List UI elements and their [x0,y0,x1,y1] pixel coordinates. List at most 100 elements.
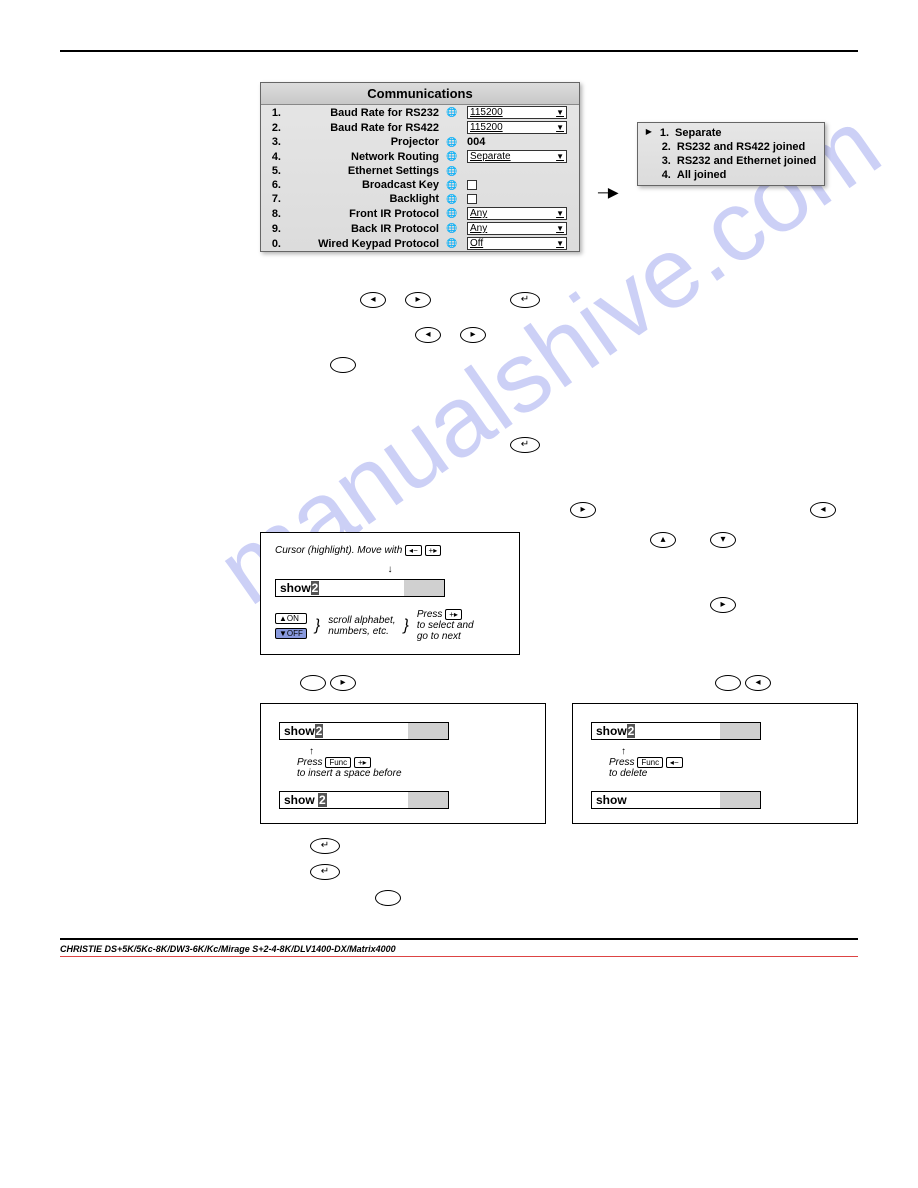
menu-row-number: 3. [267,136,281,148]
top-rule [60,50,858,52]
right-arrow-icon[interactable]: ▸ [405,292,431,308]
left-arrow-icon[interactable]: ◂ [360,292,386,308]
menu-row-number: 9. [267,223,281,235]
enter-icon[interactable]: ↵ [510,437,540,453]
edit-text-field-result: show [591,791,761,809]
submenu-item[interactable]: 2.RS232 and RS422 joined [646,140,817,154]
minus-left-key-icon: ◂− [405,545,422,556]
menu-row-number: 4. [267,151,281,163]
globe-icon: 🌐 [445,166,459,177]
press-label: Press [297,757,323,768]
menu-row-label: Front IR Protocol [285,208,441,220]
right-arrow-icon[interactable]: ▸ [710,597,736,613]
globe-icon: 🌐 [445,180,459,191]
plus-right-key-icon: +▸ [445,609,462,620]
menu-row-value[interactable]: Separate▼ [463,150,573,163]
cursor-edit-diagram: Cursor (highlight). Move with ◂− +▸ ↓ sh… [260,532,520,655]
menu-row-value[interactable]: Any▼ [463,207,573,220]
globe-icon: 🌐 [445,137,459,148]
on-key-icon: ▲ON [275,613,307,624]
globe-icon: 🌐 [445,151,459,162]
edit-text-field[interactable]: show2 [591,722,761,740]
globe-icon: 🌐 [445,107,459,118]
menu-row-label: Baud Rate for RS232 [285,107,441,119]
left-arrow-icon[interactable]: ◂ [415,327,441,343]
enter-icon[interactable]: ↵ [310,838,340,854]
menu-row[interactable]: 7. Backlight 🌐 [261,192,579,206]
right-arrow-icon[interactable]: ▸ [570,502,596,518]
menu-row[interactable]: 8. Front IR Protocol 🌐 Any▼ [261,206,579,221]
menu-row[interactable]: 9. Back IR Protocol 🌐 Any▼ [261,221,579,236]
menu-row[interactable]: 6. Broadcast Key 🌐 [261,178,579,192]
off-key-icon: ▼OFF [275,628,307,639]
menu-row-value[interactable] [463,193,573,205]
enter-icon[interactable]: ↵ [310,864,340,880]
right-arrow-icon[interactable]: ▸ [460,327,486,343]
menu-row-value[interactable]: 115200▼ [463,121,573,134]
globe-icon: 🌐 [445,208,459,219]
menu-row-value[interactable]: Any▼ [463,222,573,235]
network-routing-submenu: 1.Separate2.RS232 and RS422 joined3.RS23… [637,122,826,186]
submenu-item[interactable]: 4.All joined [646,168,817,182]
menu-row-value[interactable]: 115200▼ [463,106,573,119]
blank-button[interactable] [375,890,401,906]
enter-icon[interactable]: ↵ [510,292,540,308]
menu-row-number: 6. [267,179,281,191]
menu-row-value[interactable]: Off▼ [463,237,573,250]
left-arrow-icon[interactable]: ◂ [810,502,836,518]
blank-button[interactable] [715,675,741,691]
communications-title: Communications [261,83,579,105]
submenu-arrow-icon: ─▶ [598,184,619,201]
insert-note: to insert a space before [297,768,402,779]
globe-icon: 🌐 [445,223,459,234]
menu-row-value[interactable]: 004 [463,136,573,148]
plus-right-key-icon: +▸ [354,757,371,768]
up-arrow-icon[interactable]: ▴ [650,532,676,548]
right-arrow-icon[interactable]: ▸ [330,675,356,691]
menu-row-label: Back IR Protocol [285,223,441,235]
menu-row-label: Wired Keypad Protocol [285,238,441,250]
menu-row-label: Network Routing [285,151,441,163]
left-arrow-icon[interactable]: ◂ [745,675,771,691]
menu-row[interactable]: 0. Wired Keypad Protocol 🌐 Off▼ [261,236,579,251]
menu-row-label: Projector [285,136,441,148]
menu-row-label: Backlight [285,193,441,205]
blank-button[interactable] [330,357,356,373]
menu-row[interactable]: 3. Projector 🌐 004 [261,135,579,149]
menu-row-number: 5. [267,165,281,177]
globe-icon: 🌐 [445,238,459,249]
menu-row-label: Baud Rate for RS422 [285,122,441,134]
menu-row-number: 7. [267,193,281,205]
menu-row[interactable]: 1. Baud Rate for RS232 🌐 115200▼ [261,105,579,120]
globe-icon: 🌐 [445,194,459,205]
menu-row-number: 8. [267,208,281,220]
menu-row[interactable]: 4. Network Routing 🌐 Separate▼ [261,149,579,164]
minus-left-key-icon: ◂− [666,757,683,768]
edit-text-field-result: show 2 [279,791,449,809]
submenu-item[interactable]: 3.RS232 and Ethernet joined [646,154,817,168]
menu-row-label: Ethernet Settings [285,165,441,177]
edit-text-field[interactable]: show2 [275,579,445,597]
menu-row-value[interactable] [463,179,573,191]
func-key-icon: Func [325,757,351,768]
delete-diagram: show2 ↑ Press Func ◂− to delete show [572,703,858,824]
cursor-caption: Cursor (highlight). Move with [275,545,402,556]
blank-button[interactable] [300,675,326,691]
plus-right-key-icon: +▸ [425,545,442,556]
edit-text-field[interactable]: show2 [279,722,449,740]
select-label: to select and go to next [417,620,474,642]
menu-row-number: 2. [267,122,281,134]
red-underline [60,956,858,957]
menu-row-number: 1. [267,107,281,119]
menu-row[interactable]: 5. Ethernet Settings 🌐 [261,164,579,178]
insert-space-diagram: show2 ↑ Press Func +▸ to insert a space … [260,703,546,824]
menu-row-label: Broadcast Key [285,179,441,191]
down-arrow-icon[interactable]: ▾ [710,532,736,548]
menu-row[interactable]: 2. Baud Rate for RS422 115200▼ [261,120,579,135]
communications-menu: Communications 1. Baud Rate for RS232 🌐 115… [260,82,580,252]
footer-model-line: CHRISTIE DS+5K/5Kc-8K/DW3-6K/Kc/Mirage S… [60,944,396,954]
delete-note: to delete [609,768,647,779]
menu-row-number: 0. [267,238,281,250]
scroll-label: scroll alphabet, numbers, etc. [328,615,395,637]
submenu-item[interactable]: 1.Separate [646,126,817,140]
